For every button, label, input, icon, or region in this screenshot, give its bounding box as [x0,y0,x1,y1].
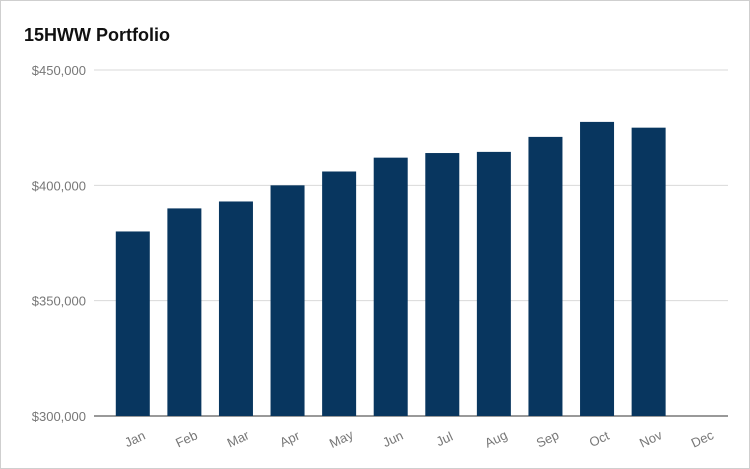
x-tick-label: Mar [225,427,252,450]
bar-jun [373,157,408,417]
bar-feb [167,208,202,416]
x-tick-label: May [327,427,356,451]
y-tick-label: $300,000 [32,409,86,424]
bar-jan [115,231,150,416]
y-tick-label: $450,000 [32,63,86,78]
bar-sep [528,136,563,417]
bar-apr [270,185,305,416]
chart-title: 15HWW Portfolio [24,25,170,45]
x-tick-label: Jan [122,428,147,450]
x-tick-label: Dec [689,427,717,451]
y-tick-label: $400,000 [32,178,86,193]
bar-nov [631,127,666,417]
bar-mar [218,201,253,416]
x-tick-label: Oct [587,428,612,450]
bar-aug [476,151,511,417]
x-tick-label: Jul [434,429,456,450]
bar-may [322,171,357,416]
x-tick-label: Feb [173,427,200,450]
bars [115,121,666,417]
x-tick-label: Jun [380,428,405,450]
x-axis-ticks: Jan Feb Mar Apr May Jun Jul Aug Sep Oct Nov Dec [122,427,716,451]
y-tick-label: $350,000 [32,294,86,309]
x-tick-label: Sep [534,427,561,450]
x-tick-label: Aug [482,427,509,450]
bar-jul [425,153,460,417]
x-tick-label: Nov [637,427,665,451]
bar-oct [580,121,615,417]
y-axis-ticks: $300,000 $350,000 $400,000 $450,000 [32,63,86,424]
x-tick-label: Apr [277,428,302,450]
